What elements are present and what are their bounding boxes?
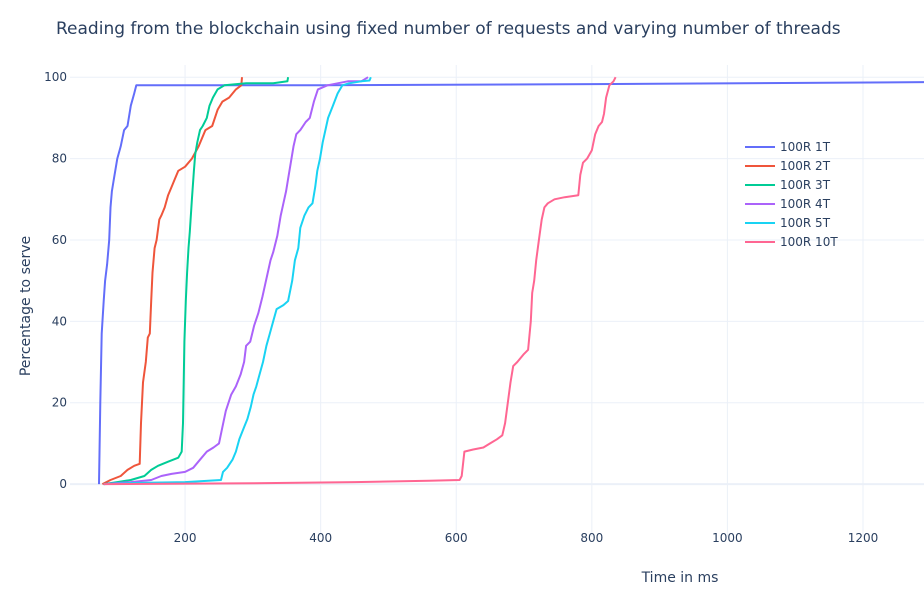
y-axis-ticks: 0 20 40 60 80 100 [44, 70, 67, 491]
chart-title: Reading from the blockchain using fixed … [56, 19, 841, 39]
x-tick-label: 400 [309, 531, 332, 545]
x-tick-label: 200 [174, 531, 197, 545]
series-line-100r-4t [103, 76, 369, 486]
legend-label-100r-2t: 100R 2T [780, 159, 831, 173]
x-tick-label: 600 [445, 531, 468, 545]
y-tick-label: 40 [52, 314, 67, 328]
legend: 100R 1T 100R 2T 100R 3T 100R 4T 100R 5T 100R … [745, 140, 838, 249]
y-tick-label: 60 [52, 233, 67, 247]
legend-label-100r-10t: 100R 10T [780, 235, 838, 249]
y-tick-label: 20 [52, 396, 67, 410]
y-tick-label: 0 [59, 477, 67, 491]
x-axis-label: Time in ms [641, 570, 719, 586]
x-tick-label: 800 [580, 531, 603, 545]
series-line-100r-5t [103, 76, 372, 486]
legend-label-100r-3t: 100R 3T [780, 178, 831, 192]
x-tick-label: 1200 [848, 531, 879, 545]
series-line-100r-2t [101, 77, 243, 485]
y-tick-label: 80 [52, 152, 67, 166]
y-axis-label: Percentage to serve [18, 236, 34, 376]
x-tick-label: 1000 [712, 531, 743, 545]
legend-label-100r-5t: 100R 5T [780, 216, 831, 230]
series-group [98, 76, 924, 486]
legend-label-100r-4t: 100R 4T [780, 197, 831, 211]
x-axis-ticks: 200 400 600 800 1000 1200 [174, 531, 879, 545]
series-line-100r-3t [103, 77, 290, 486]
legend-label-100r-1t: 100R 1T [780, 140, 831, 154]
y-tick-label: 100 [44, 70, 67, 84]
series-line-100r-1t [98, 81, 924, 485]
series-line-100r-10t [103, 76, 617, 486]
